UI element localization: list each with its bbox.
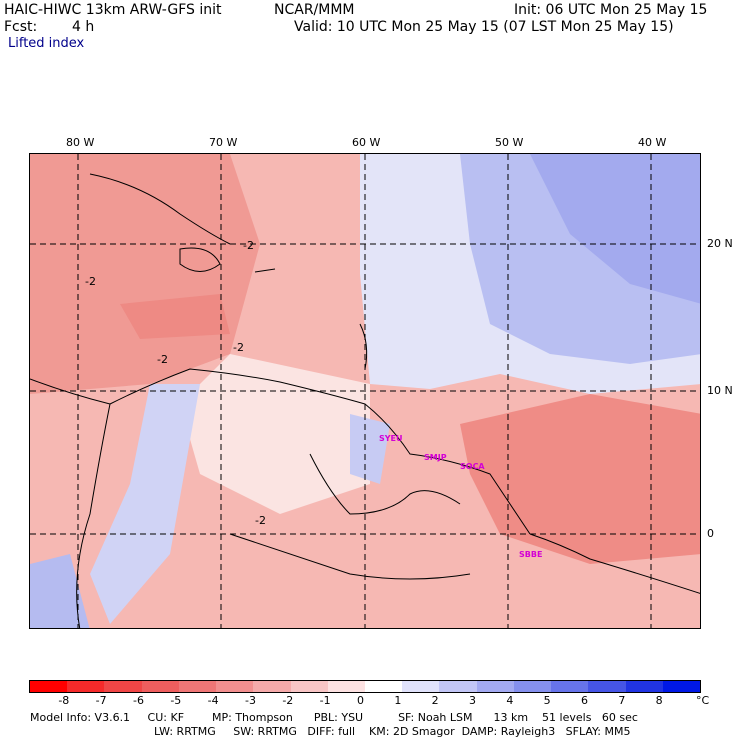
colorbar-swatch [364, 681, 403, 692]
forecast-hour: 4 h [72, 19, 95, 35]
cool-atlantic-strong [530, 154, 700, 304]
colorbar-tick-label: -8 [58, 694, 70, 707]
neutral-region [180, 354, 370, 514]
colorbar-swatch [513, 681, 552, 692]
cuba-coast [89, 173, 231, 245]
colorbar-swatch [290, 681, 328, 692]
lat-label-10n: 10 N [707, 384, 733, 397]
colorbar-tick-label: -2 [282, 694, 294, 707]
south-america-north-coast [30, 368, 531, 535]
warm-core-region [120, 294, 230, 339]
colorbar-swatch [253, 681, 291, 692]
warm-guiana-region [460, 394, 700, 564]
colorbar-tick-label: 2 [431, 694, 439, 707]
valid-time: Valid: 10 UTC Mon 25 May 15 (07 LST Mon … [294, 19, 674, 35]
border-line-2 [229, 533, 471, 580]
physics-info-line: LW: RRTMG SW: RRTMG DIFF: full KM: 2D Sm… [154, 725, 631, 738]
model-info-line: Model Info: V3.6.1 CU: KF MP: Thompson P… [30, 711, 638, 724]
contour-label: -2 [157, 353, 168, 366]
colorbar-swatch [551, 681, 589, 692]
lifted-index-map: -2 -2 -2 -2 -2 SYEU SMJP SOCA SBBE [29, 153, 701, 629]
colorbar-tick-label: 1 [394, 694, 402, 707]
brazil-coast [529, 533, 700, 594]
colorbar-swatch [141, 681, 179, 692]
colorbar-tick-label: -1 [319, 694, 331, 707]
cool-sw-patch [30, 554, 90, 628]
station-sbbe: SBBE [519, 550, 543, 559]
contour-labels: -2 -2 -2 -2 -2 [85, 239, 266, 527]
colorbar-swatch [178, 681, 217, 692]
colorbar-swatch [476, 681, 514, 692]
cool-andes-region [90, 384, 200, 624]
colorbar-swatch [104, 681, 142, 692]
station-syeu: SYEU [379, 434, 403, 443]
pacific-coast [76, 403, 111, 628]
coastlines [30, 173, 700, 628]
colorbar-tick-label: 8 [655, 694, 663, 707]
colorbar-swatch [625, 681, 663, 692]
puerto-rico-coast [254, 268, 276, 273]
init-time: Init: 06 UTC Mon 25 May 15 [514, 2, 708, 18]
colorbar-tick-label: -5 [170, 694, 182, 707]
contour-label: -2 [255, 514, 266, 527]
colorbar-tick-label: 5 [543, 694, 551, 707]
lon-label-50w: 50 W [495, 136, 524, 149]
colorbar-swatch [662, 681, 700, 692]
lat-label-20n: 20 N [707, 237, 733, 250]
colorbar-swatch [402, 681, 440, 692]
forecast-label: Fcst: [4, 19, 38, 35]
lon-label-60w: 60 W [352, 136, 381, 149]
model-title: HAIC-HIWC 13km ARW-GFS init [4, 2, 222, 18]
colorbar-tick-label: -4 [207, 694, 219, 707]
colorbar-swatch [439, 681, 477, 692]
colorbar-swatch [67, 681, 105, 692]
colorbar-tick-label: -7 [95, 694, 107, 707]
border-line-1 [309, 453, 461, 515]
colorbar [29, 680, 701, 693]
colorbar-swatch [30, 681, 68, 692]
station-soca: SOCA [460, 462, 485, 471]
contour-label: -2 [233, 341, 244, 354]
station-smjp: SMJP [424, 453, 447, 462]
colorbar-tick-label: -3 [245, 694, 256, 707]
lesser-antilles [359, 323, 368, 370]
lon-label-80w: 80 W [66, 136, 95, 149]
colorbar-swatch [327, 681, 365, 692]
cool-venezuela-patch [350, 414, 390, 484]
colorbar-tick-label: 6 [581, 694, 588, 707]
contour-label: -2 [243, 239, 254, 252]
colorbar-tick-label: 7 [618, 694, 626, 707]
colorbar-swatch [216, 681, 254, 692]
contour-label: -2 [85, 275, 96, 288]
lat-label-0: 0 [707, 527, 714, 540]
colorbar-unit: °C [696, 694, 710, 707]
field-name: Lifted index [8, 36, 85, 51]
hispaniola-coast [179, 247, 221, 272]
colorbar-tick-label: -6 [133, 694, 144, 707]
graticule [30, 154, 700, 628]
map-canvas: -2 -2 -2 -2 -2 [30, 154, 700, 628]
org-label: NCAR/MMM [274, 2, 355, 18]
colorbar-tick-label: 3 [469, 694, 476, 707]
lon-label-70w: 70 W [209, 136, 238, 149]
colorbar-tick-label: 0 [357, 694, 364, 707]
lon-label-40w: 40 W [638, 136, 667, 149]
colorbar-tick-label: 4 [506, 694, 514, 707]
colorbar-swatch [588, 681, 626, 692]
